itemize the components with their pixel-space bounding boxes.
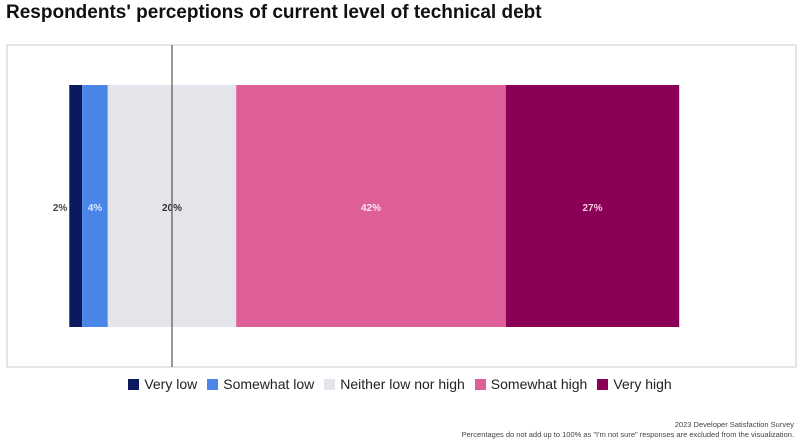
data-label: 2% [53, 203, 68, 214]
data-label: 42% [361, 203, 381, 214]
legend-label: Neither low nor high [340, 376, 465, 392]
data-label: 4% [88, 203, 103, 214]
bar-segment-very-high [505, 85, 680, 327]
bar-segment-somewhat-low [82, 85, 108, 327]
legend: Very low Somewhat low Neither low nor high… [0, 376, 800, 392]
legend-label: Somewhat high [490, 376, 588, 392]
bar-segment-somewhat-high [236, 85, 506, 327]
legend-label: Very high [613, 376, 672, 392]
data-label: 27% [583, 203, 603, 214]
note-text: Percentages do not add up to 100% as "I'… [461, 430, 794, 439]
legend-swatch [474, 378, 486, 390]
legend-swatch [207, 378, 219, 390]
legend-swatch [597, 378, 609, 390]
source-text: 2023 Developer Satisfaction Survey [674, 420, 794, 429]
legend-item: Very low [128, 376, 197, 392]
legend-item: Somewhat high [474, 376, 588, 392]
legend-item: Neither low nor high [324, 376, 465, 392]
footer: 2023 Developer Satisfaction Survey Perce… [462, 420, 794, 440]
legend-label: Very low [144, 376, 198, 392]
legend-label: Somewhat low [223, 376, 315, 392]
bar-segment-very-low [69, 85, 83, 327]
legend-item: Somewhat low [207, 376, 314, 392]
chart-title: Respondents' perceptions of current leve… [6, 2, 542, 23]
legend-swatch [128, 378, 140, 390]
legend-item: Very high [597, 376, 672, 392]
legend-swatch [324, 378, 336, 390]
